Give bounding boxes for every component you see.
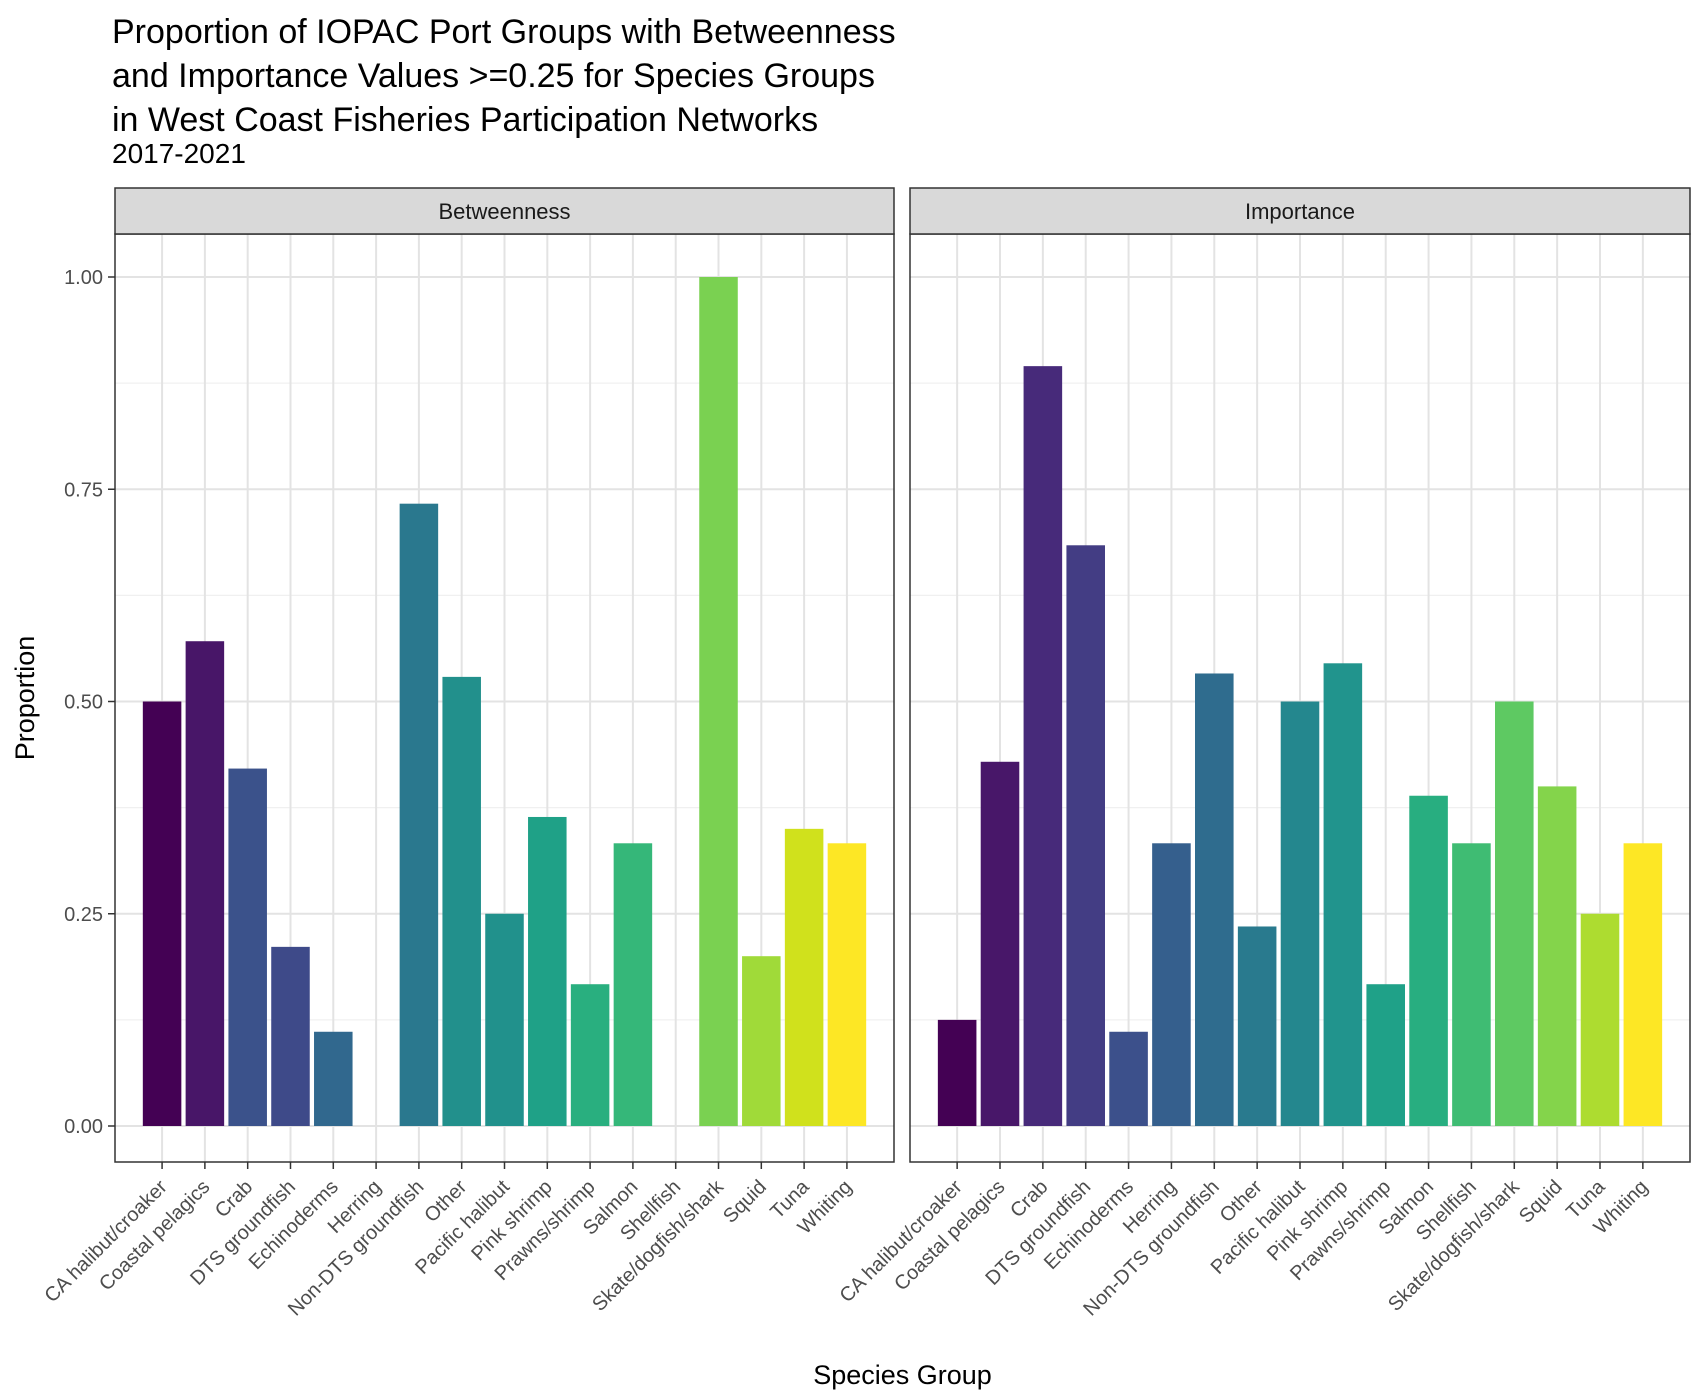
bar-importance-10 bbox=[1366, 984, 1405, 1126]
chart-subtitle: 2017-2021 bbox=[112, 138, 246, 169]
chart-title: Proportion of IOPAC Port Groups with Bet… bbox=[112, 10, 896, 142]
bar-betweenness-4 bbox=[314, 1031, 353, 1126]
bar-importance-0 bbox=[937, 1019, 977, 1126]
bar-betweenness-6 bbox=[399, 503, 439, 1127]
bar-importance-9 bbox=[1323, 663, 1363, 1126]
bar-importance-3 bbox=[1066, 545, 1105, 1126]
x-tick-label: Squid bbox=[1515, 1176, 1567, 1228]
bar-betweenness-9 bbox=[528, 816, 567, 1126]
bar-importance-1 bbox=[980, 761, 1020, 1126]
facet-strip bbox=[909, 187, 1691, 235]
x-tick-label: Squid bbox=[719, 1176, 771, 1228]
bar-betweenness-8 bbox=[485, 913, 524, 1126]
facet-strip-label: Importance bbox=[1245, 199, 1355, 224]
y-tick-label: 1.00 bbox=[64, 267, 103, 289]
chart-title-line-2: and Importance Values >=0.25 for Species… bbox=[112, 57, 875, 95]
bar-betweenness-15 bbox=[784, 828, 824, 1126]
bar-betweenness-1 bbox=[185, 641, 225, 1126]
bar-betweenness-10 bbox=[570, 984, 610, 1126]
bar-betweenness-7 bbox=[442, 676, 481, 1126]
bar-betweenness-11 bbox=[613, 843, 653, 1126]
bar-importance-12 bbox=[1452, 843, 1491, 1126]
y-tick-label: 0.25 bbox=[64, 904, 103, 926]
bar-importance-7 bbox=[1237, 926, 1277, 1126]
bar-betweenness-0 bbox=[142, 701, 182, 1126]
bar-importance-15 bbox=[1580, 913, 1620, 1126]
bar-betweenness-2 bbox=[228, 768, 267, 1126]
bar-importance-2 bbox=[1023, 366, 1063, 1126]
y-tick-label: 0.75 bbox=[64, 479, 103, 501]
facet-strip-label: Betweenness bbox=[438, 199, 570, 224]
y-axis-title: Proportion bbox=[10, 636, 40, 761]
bar-importance-11 bbox=[1409, 795, 1448, 1126]
facet-strip bbox=[114, 187, 895, 235]
bar-betweenness-3 bbox=[271, 946, 310, 1126]
bar-importance-16 bbox=[1623, 843, 1663, 1126]
x-axis-title: Species Group bbox=[813, 1360, 992, 1390]
bar-betweenness-16 bbox=[827, 843, 867, 1126]
chart-title-line-1: Proportion of IOPAC Port Groups with Bet… bbox=[112, 13, 896, 51]
bar-betweenness-13 bbox=[699, 277, 738, 1126]
chart-title-line-3: in West Coast Fisheries Participation Ne… bbox=[112, 101, 819, 139]
y-tick-label: 0.50 bbox=[64, 692, 103, 714]
bar-importance-6 bbox=[1195, 673, 1234, 1126]
bar-importance-4 bbox=[1109, 1031, 1148, 1126]
bar-importance-8 bbox=[1280, 701, 1320, 1126]
bar-betweenness-14 bbox=[742, 956, 781, 1126]
bar-importance-5 bbox=[1152, 843, 1191, 1126]
y-tick-label: 0.00 bbox=[64, 1116, 103, 1138]
bar-importance-14 bbox=[1537, 786, 1577, 1126]
bar-importance-13 bbox=[1495, 701, 1534, 1126]
